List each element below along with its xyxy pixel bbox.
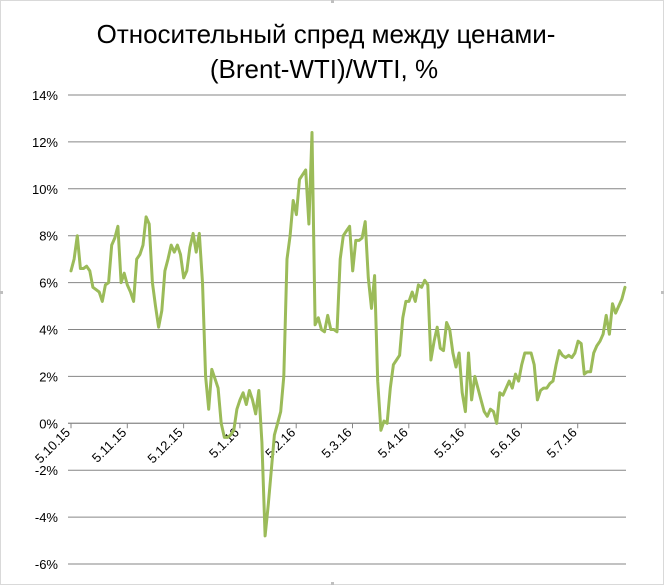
x-axis-labels: 5.10.15 5.11.15 5.12.15 5.1.16 5.2.16 5.3.16 5… — [32, 423, 580, 466]
x-tick-label: 5.11.15 — [89, 425, 130, 466]
series-group — [69, 131, 627, 538]
x-tick-label: 5.6.16 — [487, 425, 523, 461]
y-tick-label: 6% — [39, 276, 58, 291]
gridlines — [68, 94, 626, 565]
y-tick-label: -4% — [35, 510, 59, 525]
y-tick-label: -2% — [35, 463, 59, 478]
x-tick-label: 5.12.15 — [144, 425, 185, 466]
y-tick-label: 0% — [39, 416, 58, 431]
y-tick-label: 10% — [32, 182, 58, 197]
y-tick-label: 2% — [39, 369, 58, 384]
y-tick-label: 14% — [32, 88, 58, 103]
y-tick-label: -6% — [35, 557, 59, 572]
y-axis-labels: 14% 12% 10% 8% 6% 4% 2% 0% -2% -4% -6% — [32, 88, 58, 572]
x-tick-label: 5.7.16 — [544, 425, 580, 461]
x-tick-label: 5.5.16 — [431, 425, 467, 461]
chart-title: Относительный спред между ценами- (Brent… — [97, 19, 556, 84]
y-tick-label: 4% — [39, 323, 58, 338]
resize-handle-right[interactable] — [661, 291, 664, 294]
chart-title-line-2: (Brent-WTI)/WTI, % — [210, 54, 438, 84]
chart-title-line-1: Относительный спред между ценами- — [97, 19, 556, 49]
y-tick-label: 8% — [39, 229, 58, 244]
x-tick-label: 5.2.16 — [262, 425, 298, 461]
resize-handle-left[interactable] — [0, 291, 3, 294]
y-tick-label: 12% — [32, 135, 58, 150]
x-tick-label: 5.3.16 — [318, 425, 354, 461]
resize-handle-bottom[interactable] — [331, 582, 334, 585]
series-line — [69, 131, 627, 538]
resize-handle-top[interactable] — [331, 0, 334, 3]
